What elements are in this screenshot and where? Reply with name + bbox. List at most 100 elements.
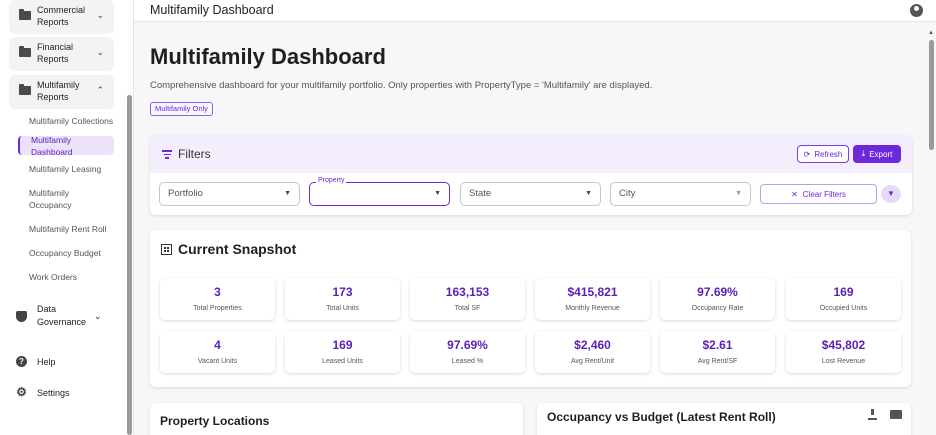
page-title: Multifamily Dashboard — [150, 44, 386, 69]
sidebar-item-occupancy-budget[interactable]: Occupancy Budget — [29, 248, 101, 258]
state-select[interactable]: State ▼ — [460, 182, 601, 206]
metric-card: 163,153 Total SF — [410, 278, 525, 320]
metric-card: 4 Vacant Units — [160, 331, 275, 373]
metric-label: Occupied Units — [819, 305, 868, 312]
dropdown-arrow-icon: ▼ — [434, 190, 441, 197]
download-icon: ⤓ — [861, 149, 866, 158]
portfolio-select-label: Portfolio — [168, 188, 203, 199]
sidebar-group-label: Financial Reports — [37, 42, 74, 64]
metric-card: 169 Occupied Units — [786, 278, 901, 320]
metric-value: 97.69% — [447, 338, 488, 352]
chevron-down-icon: ⌄ — [96, 47, 104, 57]
sidebar-group-multifamily-reports[interactable]: Multifamily Reports ⌃ — [9, 75, 114, 109]
metric-value: 169 — [833, 285, 854, 299]
metric-value: 163,153 — [445, 285, 490, 299]
metric-card: 3 Total Properties — [160, 278, 275, 320]
sidebar-item-multifamily-occupancy[interactable]: Multifamily Occupancy — [29, 188, 72, 210]
sidebar-item-multifamily-leasing[interactable]: Multifamily Leasing — [29, 164, 102, 174]
metric-card: 169 Leased Units — [285, 331, 400, 373]
property-locations-title: Property Locations — [160, 414, 270, 428]
metric-value: $2,460 — [574, 338, 611, 352]
refresh-button[interactable]: ⟳ Refresh — [797, 145, 849, 163]
sidebar-item-label: Data Governance — [37, 304, 87, 327]
chevron-down-icon: ⌄ — [94, 311, 102, 321]
filters-header: Filters ⟳ Refresh ⤓ Export — [150, 135, 912, 173]
dropdown-arrow-icon: ▼ — [735, 190, 742, 197]
main-scrollbar[interactable] — [929, 40, 934, 150]
current-snapshot-card: Current Snapshot 3 Total Properties 173 To… — [150, 230, 911, 387]
sidebar-group-financial-reports[interactable]: Financial Reports ⌄ — [9, 37, 114, 71]
sidebar-group-commercial-reports[interactable]: Commercial Reports ⌄ — [9, 0, 114, 34]
metric-value: $2.61 — [702, 338, 733, 352]
metric-card: $415,821 Monthly Revenue — [535, 278, 650, 320]
sidebar-item-multifamily-collections[interactable]: Multifamily Collections — [29, 116, 114, 126]
metric-label: Lost Revenue — [821, 358, 866, 365]
sidebar-item-settings[interactable]: ⚙ Settings — [16, 385, 70, 399]
chevron-down-icon: ▼ — [887, 189, 895, 198]
expand-filters-button[interactable]: ▼ — [881, 185, 901, 203]
sidebar: Commercial Reports ⌄ Financial Reports ⌄… — [0, 0, 134, 435]
page-description: Comprehensive dashboard for your multifa… — [150, 80, 653, 91]
sidebar-item-help[interactable]: ? Help — [16, 356, 56, 367]
city-select-label: City — [619, 188, 636, 199]
metric-label: Total SF — [454, 305, 481, 312]
metric-label: Occupancy Rate — [691, 305, 744, 312]
metric-label: Total Units — [326, 305, 359, 312]
metric-card: $2.61 Avg Rent/SF — [660, 331, 775, 373]
folder-icon — [19, 9, 31, 20]
metric-value: $45,802 — [821, 338, 866, 352]
top-bar-title: Multifamily Dashboard — [150, 3, 274, 17]
export-button[interactable]: ⤓ Export — [853, 145, 901, 163]
metric-card: 97.69% Leased % — [410, 331, 525, 373]
filter-icon — [162, 150, 172, 161]
occupancy-vs-budget-card: Occupancy vs Budget (Latest Rent Roll) — [537, 403, 911, 435]
city-select[interactable]: City ▼ — [610, 182, 751, 206]
metric-value: 3 — [214, 285, 221, 299]
metric-label: Leased Units — [322, 358, 363, 365]
export-label: Export — [869, 149, 893, 159]
property-select-label: Property — [316, 176, 347, 186]
folder-icon — [19, 46, 31, 57]
sidebar-scrollbar[interactable] — [127, 95, 132, 435]
clear-filters-button[interactable]: ✕ Clear Filters — [760, 184, 877, 204]
folder-icon — [19, 84, 31, 95]
sidebar-item-multifamily-dashboard[interactable]: Multifamily Dashboard — [18, 135, 114, 157]
metric-value: $415,821 — [567, 285, 618, 299]
top-bar: Multifamily Dashboard — [134, 0, 936, 22]
gear-icon: ⚙ — [16, 385, 27, 399]
metric-value: 173 — [332, 285, 353, 299]
sidebar-group-label: Commercial Reports — [37, 5, 86, 27]
scroll-up-icon[interactable]: ▲ — [928, 30, 934, 36]
snapshot-title: Current Snapshot — [178, 241, 297, 257]
metric-card: 97.69% Occupancy Rate — [660, 278, 775, 320]
metric-label: Avg Rent/SF — [697, 358, 738, 365]
shield-icon — [16, 310, 27, 322]
metric-value: 97.69% — [697, 285, 738, 299]
metric-label: Leased % — [451, 358, 484, 365]
refresh-icon: ⟳ — [803, 149, 811, 159]
email-icon[interactable] — [890, 410, 902, 419]
metric-label: Total Properties — [193, 305, 242, 312]
sidebar-item-label: Settings — [37, 387, 70, 398]
metric-value: 169 — [332, 338, 353, 352]
filters-title: Filters — [178, 147, 211, 161]
dropdown-arrow-icon: ▼ — [284, 190, 291, 197]
portfolio-select[interactable]: Portfolio ▼ — [159, 182, 300, 206]
sidebar-item-work-orders[interactable]: Work Orders — [29, 272, 78, 282]
close-icon: ✕ — [791, 189, 798, 199]
metric-card: $2,460 Avg Rent/Unit — [535, 331, 650, 373]
state-select-label: State — [469, 188, 492, 199]
property-select[interactable]: Property ▼ — [309, 176, 450, 206]
sidebar-item-multifamily-rent-roll[interactable]: Multifamily Rent Roll — [29, 224, 107, 234]
dropdown-arrow-icon: ▼ — [585, 190, 592, 197]
metric-label: Vacant Units — [197, 358, 238, 365]
user-account-icon[interactable] — [910, 4, 923, 17]
refresh-label: Refresh — [814, 149, 843, 159]
sidebar-item-data-governance[interactable]: Data Governance ⌄ — [16, 303, 116, 329]
metric-label: Monthly Revenue — [565, 305, 620, 312]
download-icon[interactable] — [868, 409, 877, 420]
sidebar-item-label: Help — [37, 356, 56, 367]
occupancy-vs-budget-title: Occupancy vs Budget (Latest Rent Roll) — [547, 410, 776, 424]
filters-card: Filters ⟳ Refresh ⤓ Export Portfolio ▼ P… — [150, 135, 912, 215]
metric-card: 173 Total Units — [285, 278, 400, 320]
